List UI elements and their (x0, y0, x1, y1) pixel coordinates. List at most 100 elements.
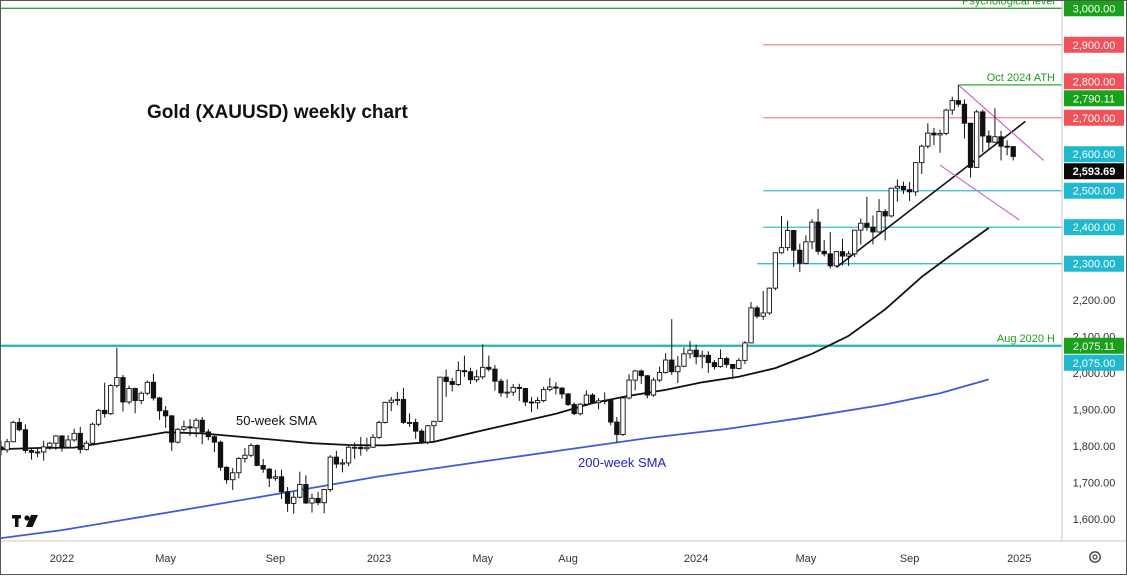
candle[interactable] (364, 437, 370, 452)
candle[interactable] (571, 402, 577, 416)
candle[interactable] (498, 378, 504, 397)
candle[interactable] (894, 179, 901, 202)
candle[interactable] (217, 440, 224, 471)
candle[interactable] (681, 347, 687, 368)
candle[interactable] (34, 447, 41, 458)
candle[interactable] (467, 367, 474, 385)
candle[interactable] (120, 374, 126, 412)
candle[interactable] (431, 420, 437, 443)
candle[interactable] (480, 344, 486, 380)
candle[interactable] (162, 406, 169, 428)
candle[interactable] (845, 250, 852, 266)
candle[interactable] (437, 376, 443, 423)
candle[interactable] (717, 349, 724, 368)
candle[interactable] (803, 235, 809, 265)
candle[interactable] (693, 344, 699, 365)
candle[interactable] (291, 491, 297, 514)
candle[interactable] (211, 434, 218, 452)
trendline[interactable] (939, 164, 1020, 221)
candle[interactable] (28, 447, 35, 460)
candle[interactable] (102, 382, 108, 418)
candle[interactable] (705, 351, 711, 373)
candle[interactable] (595, 397, 602, 410)
candle[interactable] (345, 444, 352, 467)
candle[interactable] (577, 403, 583, 416)
candle[interactable] (1004, 140, 1010, 156)
candle[interactable] (839, 238, 846, 266)
candle[interactable] (766, 287, 772, 315)
candle[interactable] (388, 396, 394, 412)
candle[interactable] (614, 416, 620, 443)
candle[interactable] (461, 355, 468, 377)
candle[interactable] (687, 341, 693, 359)
candle[interactable] (858, 218, 864, 245)
candle[interactable] (925, 123, 931, 149)
candle[interactable] (565, 392, 571, 406)
trendline[interactable] (835, 120, 1026, 268)
candle[interactable] (492, 365, 498, 391)
candle[interactable] (193, 418, 199, 438)
candle[interactable] (650, 377, 657, 397)
candle[interactable] (59, 435, 65, 452)
candle[interactable] (272, 469, 279, 481)
candle[interactable] (321, 488, 327, 514)
candle[interactable] (882, 208, 888, 241)
candle[interactable] (510, 384, 516, 396)
candle[interactable] (730, 363, 736, 379)
candle[interactable] (370, 434, 376, 448)
candle[interactable] (791, 229, 797, 267)
candle[interactable] (144, 380, 150, 396)
candle[interactable] (278, 469, 285, 500)
candle[interactable] (126, 385, 132, 405)
candle[interactable] (406, 413, 413, 427)
candle[interactable] (4, 438, 10, 453)
candle[interactable] (675, 356, 681, 384)
candle[interactable] (943, 108, 949, 136)
candle[interactable] (175, 427, 181, 444)
candle[interactable] (77, 426, 83, 454)
time-axis[interactable]: 2022 May Sep 2023 May Aug 2024 May Sep 2025 (50, 553, 1032, 565)
candle[interactable] (297, 471, 303, 499)
candle[interactable] (108, 384, 114, 416)
candle[interactable] (602, 392, 608, 405)
candle[interactable] (199, 416, 205, 445)
candle[interactable] (821, 239, 827, 257)
candle[interactable] (16, 418, 22, 432)
candle[interactable] (242, 447, 248, 463)
candle[interactable] (919, 144, 925, 174)
candle[interactable] (967, 122, 974, 178)
candle[interactable] (254, 444, 260, 467)
candle[interactable] (699, 350, 705, 369)
candle[interactable] (711, 360, 718, 370)
candle[interactable] (833, 250, 840, 267)
candle[interactable] (998, 130, 1004, 161)
candle[interactable] (522, 387, 529, 406)
candle[interactable] (352, 442, 358, 459)
candle[interactable] (419, 428, 425, 444)
candle[interactable] (937, 129, 943, 153)
candle[interactable] (534, 396, 541, 409)
candle[interactable] (541, 386, 547, 403)
candle[interactable] (327, 455, 333, 492)
candle[interactable] (65, 435, 71, 448)
candle[interactable] (187, 419, 193, 436)
candle[interactable] (89, 422, 96, 445)
candle[interactable] (608, 399, 614, 426)
candle[interactable] (1010, 146, 1016, 161)
candle[interactable] (156, 396, 163, 420)
candle[interactable] (723, 356, 730, 368)
candle[interactable] (516, 383, 522, 401)
candle[interactable] (876, 199, 882, 233)
candle[interactable] (827, 231, 833, 269)
candle[interactable] (260, 458, 266, 473)
candle[interactable] (412, 418, 419, 439)
candle[interactable] (583, 390, 590, 406)
candle[interactable] (10, 420, 16, 443)
tradingview-logo-icon[interactable] (12, 515, 38, 527)
candle[interactable] (644, 374, 651, 399)
candle[interactable] (443, 369, 449, 397)
candle[interactable] (973, 110, 980, 168)
candle[interactable] (486, 355, 492, 372)
candle[interactable] (559, 387, 565, 399)
candle[interactable] (913, 162, 919, 196)
